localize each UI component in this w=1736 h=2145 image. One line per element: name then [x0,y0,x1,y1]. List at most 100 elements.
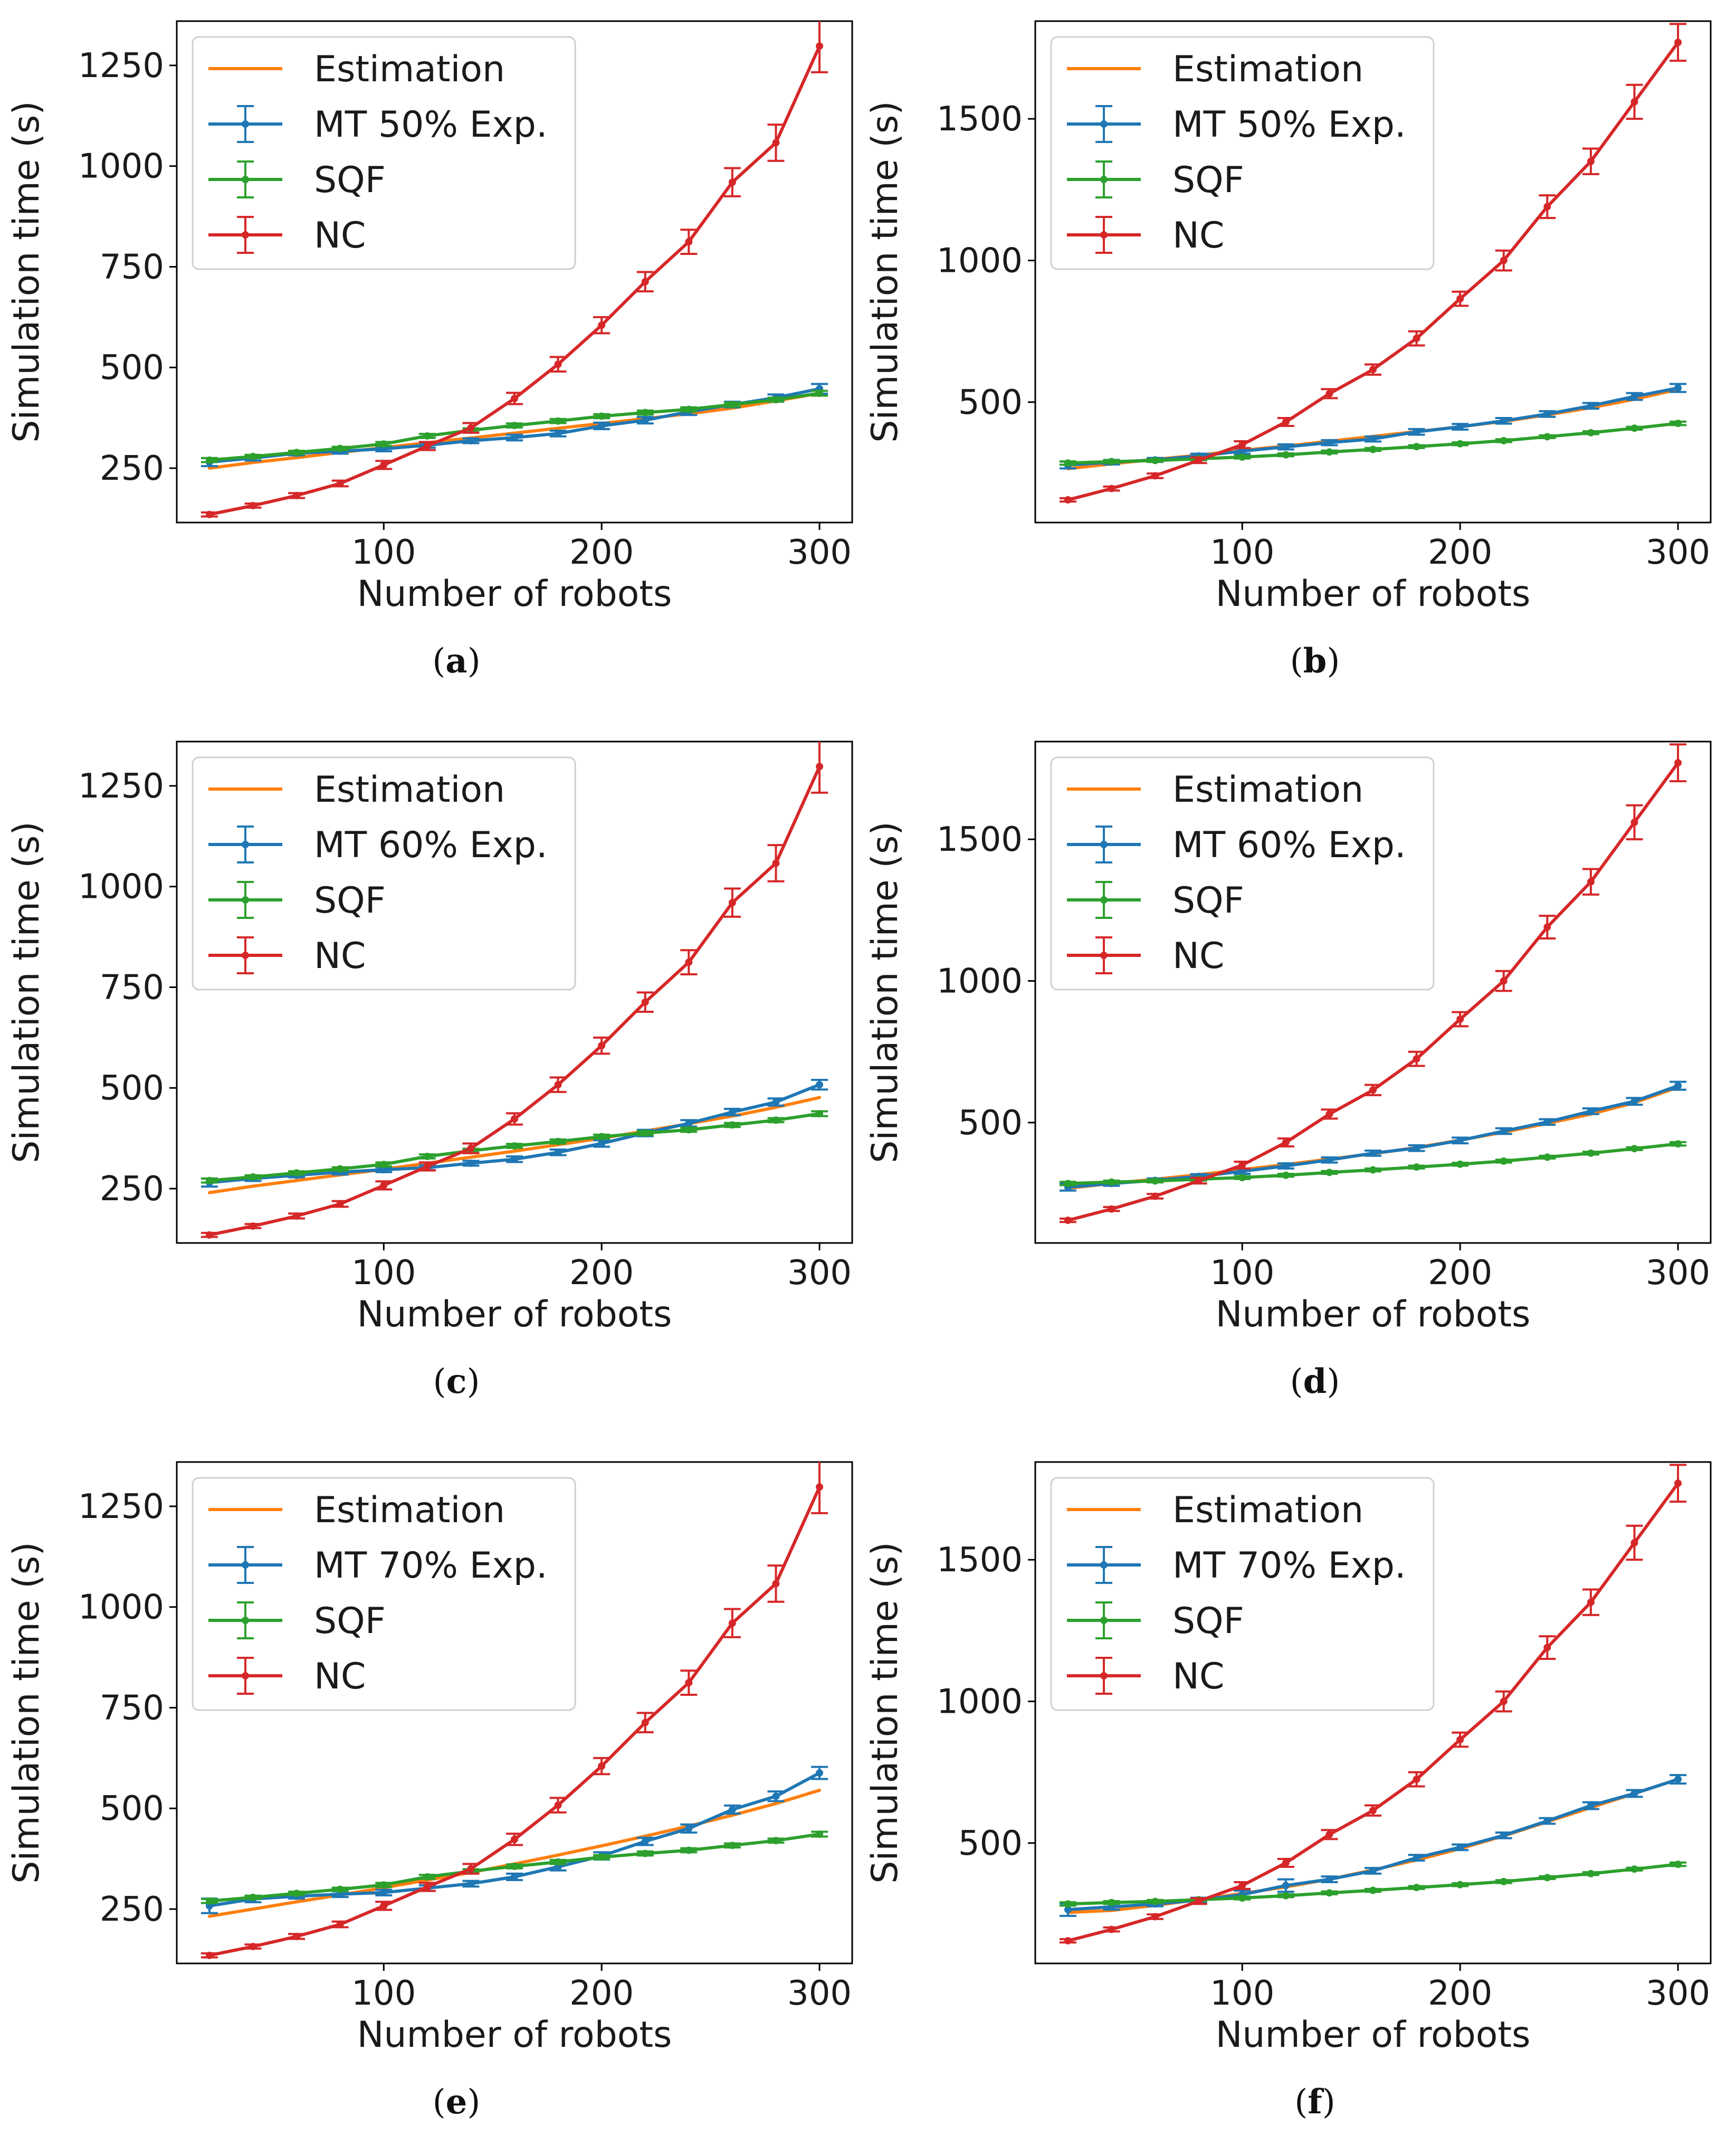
data-point [641,1849,649,1857]
plot-frame [176,741,853,1244]
legend-entry: MT 50% Exp. [1067,104,1406,146]
legend-entry: Estimation [1067,769,1363,811]
data-point [1543,433,1551,441]
series-1 [1059,1080,1687,1192]
data-point [1064,1217,1072,1225]
data-point [1456,1136,1464,1144]
legend-entry: Estimation [208,49,505,90]
legend-label: MT 50% Exp. [1172,104,1406,146]
panel-caption: (d) [1290,1362,1340,1401]
data-point [336,1885,344,1893]
x-tick-label: 300 [1646,1254,1710,1293]
data-point [380,1166,388,1174]
legend-box [1050,36,1435,270]
data-point [249,1222,257,1230]
data-point [1238,447,1246,455]
data-point [554,1801,562,1809]
data-point [772,139,780,147]
x-tick-label: 300 [787,533,852,572]
panel-caption: (a) [432,641,481,681]
data-point [685,238,693,246]
data-point [598,1140,606,1147]
legend-entry: NC [1067,1656,1224,1697]
legend-box [1050,1477,1435,1711]
data-point [1195,456,1203,464]
data-point [685,1679,693,1687]
data-point [511,1155,518,1163]
data-point [1587,878,1595,886]
legend-label: NC [1172,1656,1224,1697]
x-tick-label: 300 [1646,533,1710,572]
plot-frame [176,20,853,524]
data-point [685,1119,693,1127]
data-point [1108,1205,1115,1213]
data-point [1282,1892,1290,1900]
data-point [1456,1843,1464,1851]
data-point [728,401,736,409]
data-point [1195,1176,1203,1184]
legend-entry: NC [208,935,366,977]
data-point [1369,1149,1377,1157]
data-point [1282,418,1290,426]
panel-caption: (f) [1294,2082,1336,2122]
data-point [1674,1082,1682,1090]
data-point [1325,1156,1333,1164]
data-point [1369,1886,1377,1894]
data-point [772,1792,780,1800]
chart-panel-d: 100 200 300 500 1000 1500 Number of robots Simu… [864,741,1712,1335]
data-point [1456,1015,1464,1023]
data-point [467,1144,475,1152]
data-point [380,1902,388,1910]
legend-label: Estimation [1172,49,1363,90]
data-point [1369,1086,1377,1094]
data-point [1369,1807,1377,1815]
x-tick-label: 200 [1428,1254,1492,1293]
data-point [598,1133,606,1141]
chart-panel-b: 100 200 300 500 1000 1500 Number of robots Simu… [864,20,1712,615]
legend-entry: MT 50% Exp. [208,104,548,146]
y-tick-label: 250 [100,1890,164,1929]
plot-area [201,1462,828,1959]
data-point [685,1846,693,1854]
x-tick-label: 300 [1646,1974,1710,2013]
panel-caption-letter: a [445,641,468,681]
legend: Estimation MT 60% Exp. SQF NC [192,756,576,991]
data-point [205,510,213,518]
data-point [728,1108,736,1116]
x-tick-label: 100 [1210,1254,1274,1293]
series-line [1066,387,1680,470]
data-point [772,1837,780,1845]
data-point [205,456,213,464]
legend: Estimation MT 50% Exp. SQF NC [192,36,576,270]
data-point [423,1883,431,1891]
legend: Estimation MT 50% Exp. SQF NC [1050,36,1435,270]
data-point [598,1042,606,1050]
data-point [1587,1149,1595,1157]
plot-area [201,742,828,1239]
data-point [1630,393,1638,401]
legend-label: NC [314,215,366,257]
x-tick-label: 100 [1210,1974,1274,2013]
data-point [293,1212,301,1220]
data-point [1238,453,1246,461]
data-point [1456,1881,1464,1888]
series-2 [201,1830,828,1905]
y-tick-label: 750 [100,1688,164,1728]
data-point [641,1129,649,1137]
data-point [1108,458,1115,466]
data-point [1325,1169,1333,1176]
data-point [205,1231,213,1239]
data-point [1108,1925,1115,1933]
series-line [1066,386,1680,467]
legend-label: MT 60% Exp. [314,824,548,866]
chart-panel-f: 100 200 300 500 1000 1500 Number of robots Simu… [864,1461,1712,2056]
series-2 [201,1110,828,1184]
data-point [598,321,606,329]
data-point [816,1769,824,1777]
data-point [1282,443,1290,451]
data-point [598,412,606,420]
data-point [685,405,693,413]
data-point [1630,98,1638,106]
data-point [554,1081,562,1089]
legend-label: SQF [1172,159,1244,201]
